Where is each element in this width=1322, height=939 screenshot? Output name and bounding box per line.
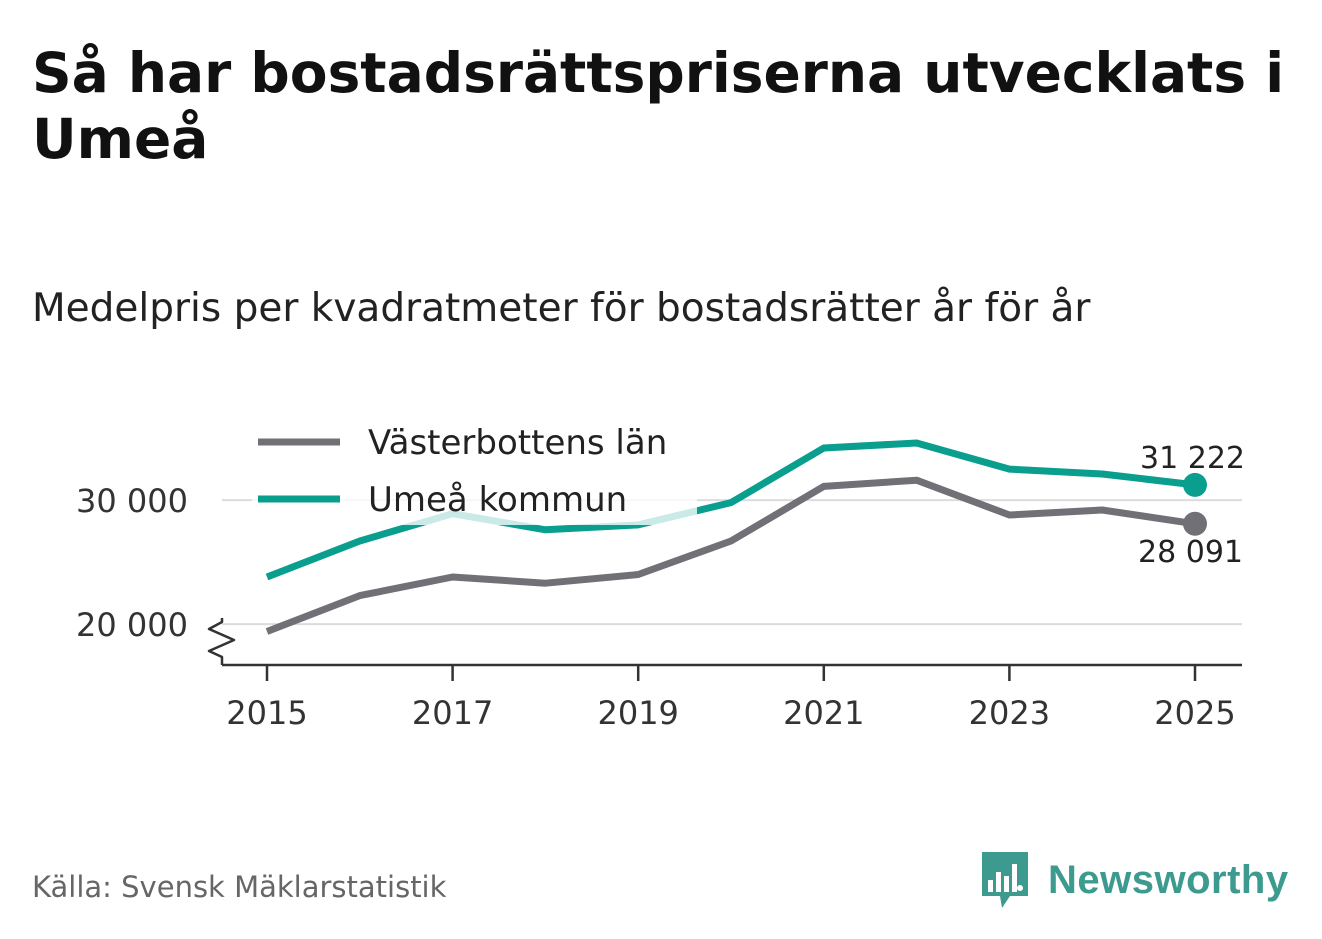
brand-logo: Newsworthy [980, 850, 1289, 910]
x-tick-label: 2025 [1154, 694, 1235, 732]
y-tick-label: 30 000 [76, 482, 188, 520]
end-value-label: 28 091 [1138, 535, 1243, 570]
series-line-vasterbotten [265, 476, 1196, 635]
bar-chart-speech-bubble-icon [982, 852, 1028, 908]
end-value-label: 31 222 [1140, 441, 1245, 476]
y-tick-label: 20 000 [76, 606, 188, 644]
legend-label: Umeå kommun [368, 480, 627, 520]
x-tick-label: 2015 [226, 694, 307, 732]
legend-background [252, 415, 697, 525]
brand-name: Newsworthy [1048, 857, 1289, 902]
x-tick-label: 2023 [969, 694, 1050, 732]
axis-break-icon [207, 618, 236, 665]
source-note: Källa: Svensk Mäklarstatistik [32, 870, 447, 904]
page-title: Så har bostadsrättspriserna utvecklats i… [32, 41, 1285, 171]
legend-label: Västerbottens län [368, 423, 667, 463]
end-point-marker [1183, 472, 1207, 497]
x-tick-label: 2021 [783, 694, 864, 732]
chart-subtitle: Medelpris per kvadratmeter för bostadsrä… [32, 286, 1091, 331]
x-tick-label: 2017 [412, 694, 493, 732]
end-point-marker [1183, 511, 1207, 536]
x-tick-label: 2019 [597, 694, 678, 732]
